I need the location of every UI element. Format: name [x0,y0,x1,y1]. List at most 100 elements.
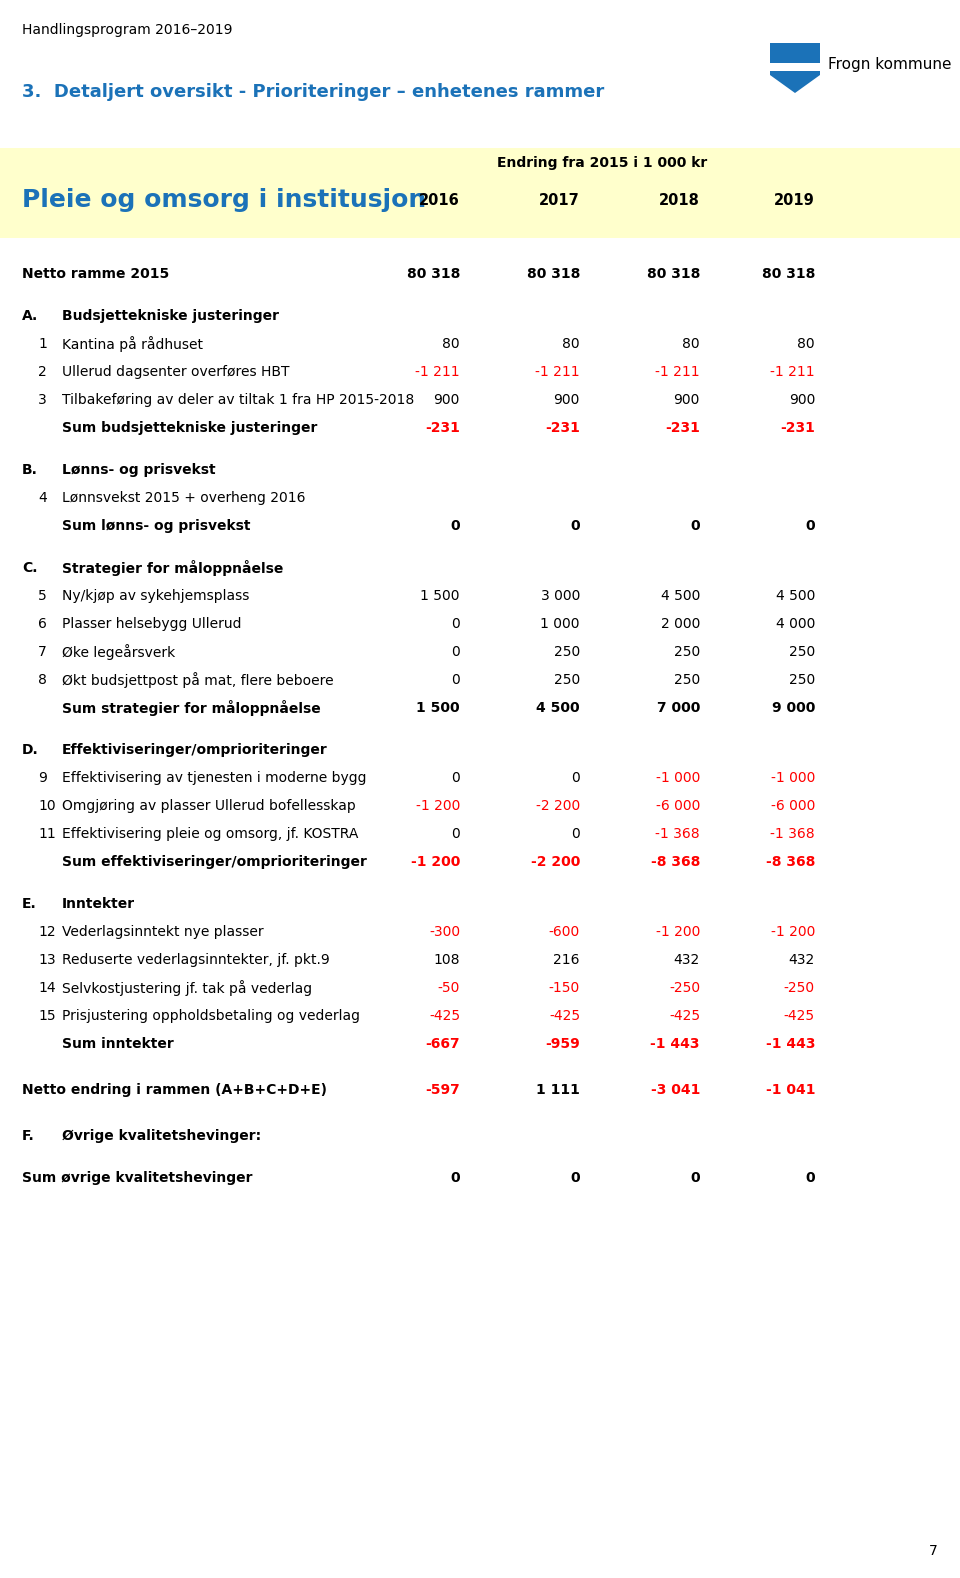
Text: Pleie og omsorg i institusjon: Pleie og omsorg i institusjon [22,188,426,211]
Text: Sum øvrige kvalitetshevinger: Sum øvrige kvalitetshevinger [22,1171,252,1185]
Text: -2 200: -2 200 [536,798,580,813]
Text: 250: 250 [789,645,815,660]
Text: 2018: 2018 [660,193,700,207]
Text: 1: 1 [38,338,47,350]
Text: -1 041: -1 041 [765,1083,815,1097]
Text: 0: 0 [570,1171,580,1185]
Text: 0: 0 [805,519,815,533]
Text: 2017: 2017 [540,193,580,207]
Text: 900: 900 [674,393,700,407]
Text: 80: 80 [443,338,460,350]
Text: 216: 216 [554,953,580,967]
Text: Øvrige kvalitetshevinger:: Øvrige kvalitetshevinger: [62,1128,261,1142]
Text: 2: 2 [38,365,47,379]
Text: 4 500: 4 500 [660,589,700,603]
Text: Ullerud dagsenter overføres HBT: Ullerud dagsenter overføres HBT [62,365,290,379]
Text: -3 041: -3 041 [651,1083,700,1097]
Text: 0: 0 [450,1171,460,1185]
Text: 250: 250 [674,672,700,686]
Text: Lønnsvekst 2015 + overheng 2016: Lønnsvekst 2015 + overheng 2016 [62,491,305,505]
Text: 0: 0 [571,827,580,841]
Text: 9 000: 9 000 [772,701,815,715]
Text: 15: 15 [38,1008,56,1023]
Text: 0: 0 [451,617,460,631]
Text: 3: 3 [38,393,47,407]
Text: 0: 0 [451,645,460,660]
Text: -1 368: -1 368 [770,827,815,841]
Text: Strategier for måloppnåelse: Strategier for måloppnåelse [62,560,283,576]
Text: -1 211: -1 211 [416,365,460,379]
Text: 0: 0 [451,672,460,686]
Text: D.: D. [22,743,38,757]
Text: B.: B. [22,462,37,477]
Text: Effektivisering av tjenesten i moderne bygg: Effektivisering av tjenesten i moderne b… [62,772,367,784]
Text: 0: 0 [805,1171,815,1185]
Text: 12: 12 [38,925,56,939]
Text: 7: 7 [929,1543,938,1557]
Bar [0,148,960,238]
Text: -250: -250 [669,982,700,996]
Text: 9: 9 [38,772,47,784]
Text: Tilbakeføring av deler av tiltak 1 fra HP 2015-2018: Tilbakeføring av deler av tiltak 1 fra H… [62,393,415,407]
Text: 0: 0 [451,827,460,841]
Text: 432: 432 [789,953,815,967]
Text: 14: 14 [38,982,56,996]
Text: 11: 11 [38,827,56,841]
Text: 80: 80 [683,338,700,350]
Text: -1 211: -1 211 [770,365,815,379]
Text: Netto ramme 2015: Netto ramme 2015 [22,267,169,281]
Text: 4 000: 4 000 [776,617,815,631]
Text: -2 200: -2 200 [531,855,580,869]
Text: Prisjustering oppholdsbetaling og vederlag: Prisjustering oppholdsbetaling og vederl… [62,1008,360,1023]
Text: 900: 900 [554,393,580,407]
Text: Handlingsprogram 2016–2019: Handlingsprogram 2016–2019 [22,24,232,36]
Text: 250: 250 [554,672,580,686]
Text: Budsjettekniske justeringer: Budsjettekniske justeringer [62,309,279,323]
Text: Lønns- og prisvekst: Lønns- og prisvekst [62,462,216,477]
Text: -250: -250 [784,982,815,996]
Text: 8: 8 [38,672,47,686]
Text: Frogn kommune: Frogn kommune [828,57,951,73]
Polygon shape [770,63,820,71]
Text: -1 211: -1 211 [536,365,580,379]
Text: 2016: 2016 [420,193,460,207]
Text: Selvkostjustering jf. tak på vederlag: Selvkostjustering jf. tak på vederlag [62,980,312,996]
Text: 108: 108 [434,953,460,967]
Text: 0: 0 [570,519,580,533]
Text: -1 200: -1 200 [656,925,700,939]
Text: Sum budsjettekniske justeringer: Sum budsjettekniske justeringer [62,421,318,436]
Text: F.: F. [22,1128,35,1142]
Text: 1 111: 1 111 [536,1083,580,1097]
Polygon shape [770,43,820,93]
Text: -300: -300 [429,925,460,939]
Text: 80: 80 [798,338,815,350]
Text: 7: 7 [38,645,47,660]
Text: -425: -425 [549,1008,580,1023]
Text: 80: 80 [563,338,580,350]
Text: -1 443: -1 443 [765,1037,815,1051]
Text: Reduserte vederlagsinntekter, jf. pkt.9: Reduserte vederlagsinntekter, jf. pkt.9 [62,953,329,967]
Text: 4: 4 [38,491,47,505]
Text: -1 368: -1 368 [656,827,700,841]
Text: -1 443: -1 443 [651,1037,700,1051]
Text: 900: 900 [434,393,460,407]
Text: 0: 0 [450,519,460,533]
Text: 900: 900 [788,393,815,407]
Text: 432: 432 [674,953,700,967]
Text: -667: -667 [425,1037,460,1051]
Text: -1 200: -1 200 [411,855,460,869]
Text: 4 500: 4 500 [537,701,580,715]
Text: 80 318: 80 318 [527,267,580,281]
Text: 0: 0 [690,1171,700,1185]
Text: -231: -231 [665,421,700,436]
Text: Netto endring i rammen (A+B+C+D+E): Netto endring i rammen (A+B+C+D+E) [22,1083,327,1097]
Text: -1 000: -1 000 [656,772,700,784]
Text: -1 000: -1 000 [771,772,815,784]
Text: 0: 0 [571,772,580,784]
Text: Plasser helsebygg Ullerud: Plasser helsebygg Ullerud [62,617,242,631]
Text: 1 000: 1 000 [540,617,580,631]
Text: 7 000: 7 000 [657,701,700,715]
Text: Effektivisering pleie og omsorg, jf. KOSTRA: Effektivisering pleie og omsorg, jf. KOS… [62,827,358,841]
Text: Effektiviseringer/omprioriteringer: Effektiviseringer/omprioriteringer [62,743,327,757]
Text: -231: -231 [780,421,815,436]
